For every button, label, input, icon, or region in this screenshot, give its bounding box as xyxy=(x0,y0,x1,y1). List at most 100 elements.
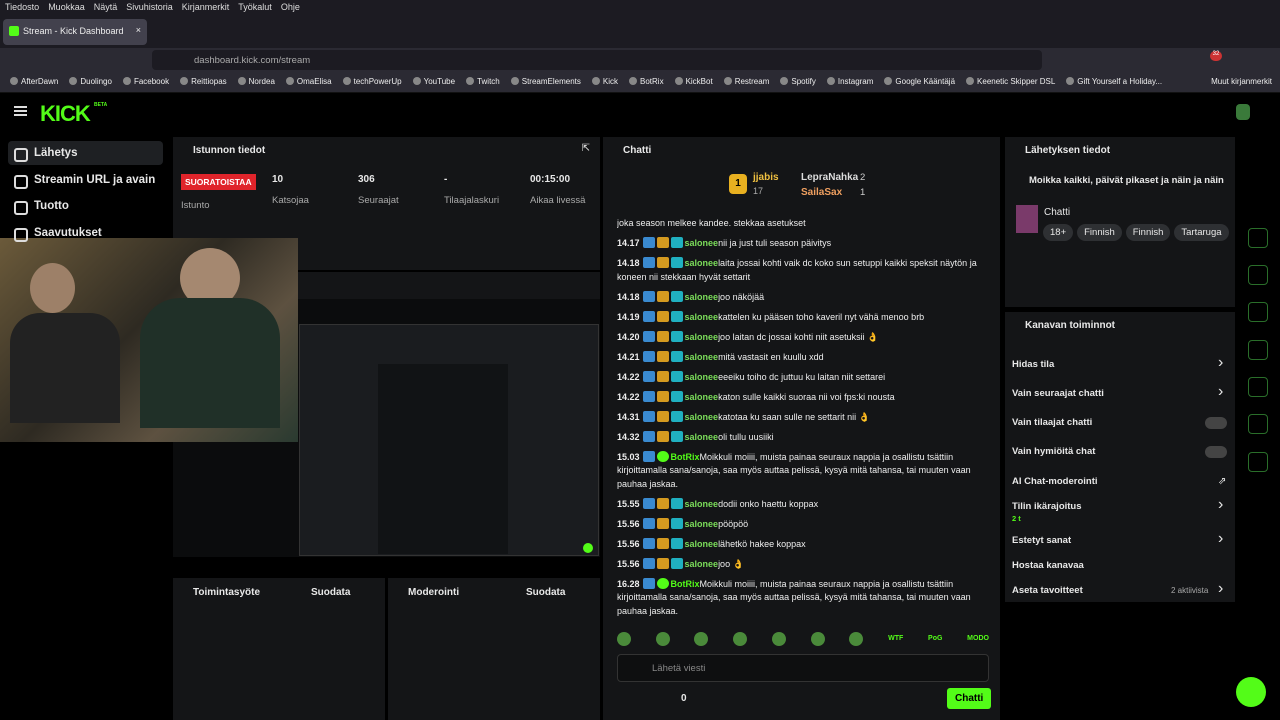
bookmark[interactable]: Facebook xyxy=(123,77,169,92)
rail-button[interactable] xyxy=(1248,177,1268,197)
message-time: 15.03 xyxy=(617,451,640,462)
chat-message: 15.55 saloneedodii onko haettu koppax xyxy=(617,497,987,512)
rail-button[interactable] xyxy=(1248,302,1268,322)
action-label[interactable]: Aseta tavoitteet xyxy=(1012,585,1083,596)
filter-button[interactable]: Suodata xyxy=(526,587,566,598)
bookmark[interactable]: Duolingo xyxy=(69,77,112,92)
bookmark[interactable]: Nordea xyxy=(238,77,275,92)
bookmark[interactable]: YouTube xyxy=(413,77,455,92)
message-text: oli tullu uusiiki xyxy=(718,431,774,442)
badge xyxy=(670,370,683,382)
rail-button[interactable] xyxy=(1248,142,1268,162)
emote[interactable] xyxy=(733,632,748,646)
menu-item[interactable]: Kirjanmerkit xyxy=(181,2,230,12)
tag[interactable]: Finnish xyxy=(1125,224,1171,241)
tag[interactable]: Tartaruga xyxy=(1174,224,1229,241)
action-status: 2 aktiivista xyxy=(1171,586,1209,595)
bookmark[interactable]: Keenetic Skipper DSL xyxy=(966,77,1055,92)
browser-tab[interactable]: Stream - Kick Dashboard × xyxy=(3,19,147,45)
bookmark[interactable]: OmaElisa xyxy=(286,77,332,92)
arrow-icon[interactable]: › xyxy=(1218,496,1224,513)
rail-button[interactable] xyxy=(1248,228,1268,248)
avatar[interactable] xyxy=(1236,104,1250,120)
sidebar-item[interactable]: Lähetys xyxy=(8,141,163,165)
toggle[interactable] xyxy=(1205,417,1227,429)
menu-item[interactable]: Muokkaa xyxy=(48,2,85,12)
badge xyxy=(670,497,683,509)
message-text: eeeiku toiho dc juttuu ku laitan niit se… xyxy=(718,371,886,382)
emote[interactable] xyxy=(810,632,825,646)
emote[interactable]: MODO xyxy=(967,635,989,642)
popout-icon[interactable]: ⇱ xyxy=(581,143,590,154)
rail-button[interactable] xyxy=(1248,489,1268,509)
send-button[interactable]: Chatti xyxy=(947,688,992,709)
badge xyxy=(656,290,669,302)
arrow-icon[interactable]: › xyxy=(1218,383,1224,400)
other-bookmarks[interactable]: Muut kirjanmerkit xyxy=(1211,77,1272,86)
emote[interactable]: PoG xyxy=(928,635,943,642)
action-label[interactable]: Vain tilaajat chatti xyxy=(1012,417,1093,428)
tag[interactable]: Finnish xyxy=(1077,224,1122,241)
emote[interactable] xyxy=(617,632,631,646)
action-label[interactable]: AI Chat-moderointi xyxy=(1012,476,1098,487)
menu-item[interactable]: Tiedosto xyxy=(5,2,40,12)
badge xyxy=(670,257,683,268)
menu-button[interactable] xyxy=(14,106,27,116)
bookmark[interactable]: Twitch xyxy=(466,77,500,92)
bookmark[interactable]: Kick xyxy=(592,77,618,92)
toggle[interactable] xyxy=(1205,446,1227,458)
message-text: joo näköjää xyxy=(718,291,765,302)
rail-button[interactable] xyxy=(1248,452,1268,472)
rail-button[interactable] xyxy=(1248,340,1268,360)
menu-item[interactable]: Ohje xyxy=(280,2,300,12)
rail-button[interactable] xyxy=(1248,414,1268,434)
tag[interactable]: 18+ xyxy=(1043,224,1074,241)
menu-item[interactable]: Sivuhistoria xyxy=(126,2,173,12)
menu-bar: Tiedosto Muokkaa Näytä Sivuhistoria Kirjanme… xyxy=(0,0,1280,15)
bookmark[interactable]: Gift Yourself a Holiday... xyxy=(1066,77,1162,92)
emote[interactable] xyxy=(694,632,709,646)
bookmark[interactable]: Google Kääntäjä xyxy=(884,77,955,92)
arrow-icon[interactable]: › xyxy=(1218,580,1224,597)
emote[interactable] xyxy=(849,632,864,646)
help-button[interactable] xyxy=(1236,677,1266,707)
bookmark[interactable]: Restream xyxy=(724,77,770,92)
action-label[interactable]: Estetyt sanat xyxy=(1012,535,1072,546)
sidebar-item[interactable]: Saavutukset xyxy=(8,221,163,245)
arrow-icon[interactable]: › xyxy=(1218,354,1224,371)
external-icon[interactable]: ⇗ xyxy=(1218,476,1227,487)
address-bar[interactable]: dashboard.kick.com/stream xyxy=(152,50,1042,70)
rail-button[interactable] xyxy=(1248,265,1268,285)
tab-bar xyxy=(0,15,1280,48)
arrow-icon[interactable]: › xyxy=(1218,530,1224,547)
chat-input[interactable]: Lähetä viesti xyxy=(617,654,989,682)
logo[interactable]: KICK xyxy=(40,101,91,126)
bookmark[interactable]: Instagram xyxy=(827,77,874,92)
bookmark[interactable]: StreamElements xyxy=(511,77,581,92)
action-label[interactable]: Vain seuraajat chatti xyxy=(1012,388,1104,399)
message-time: 14.31 xyxy=(617,411,640,422)
bookmark[interactable]: KickBot xyxy=(675,77,713,92)
message-user: salonee xyxy=(684,411,719,422)
stream-info-panel: Lähetyksen tiedot Moikka kaikki, päivät … xyxy=(1005,137,1235,307)
rail-button[interactable] xyxy=(1248,377,1268,397)
filter-button[interactable]: Suodata xyxy=(311,587,351,598)
sidebar-item[interactable]: Tuotto xyxy=(8,194,163,218)
menu-item[interactable]: Näytä xyxy=(93,2,118,12)
bookmark[interactable]: BotRix xyxy=(629,77,664,92)
action-label[interactable]: Vain hymiöitä chat xyxy=(1012,446,1096,457)
emote[interactable]: WTF xyxy=(888,635,904,642)
bookmark[interactable]: Spotify xyxy=(780,77,815,92)
emote[interactable] xyxy=(771,632,786,646)
bookmark[interactable]: techPowerUp xyxy=(343,77,402,92)
chat-message: 14.18 saloneelaita jossai kohti vaik dc k… xyxy=(617,257,987,284)
message-user: salonee xyxy=(684,258,719,268)
emote[interactable] xyxy=(655,632,670,646)
action-label[interactable]: Tilin ikärajoitus xyxy=(1012,501,1082,512)
bookmark[interactable]: AfterDawn xyxy=(10,77,58,92)
action-label[interactable]: Hidas tila xyxy=(1012,359,1055,370)
action-label[interactable]: Hostaa kanavaa xyxy=(1012,560,1084,571)
sidebar-item[interactable]: Streamin URL ja avain xyxy=(8,168,163,192)
menu-item[interactable]: Työkalut xyxy=(238,2,272,12)
bookmark[interactable]: Reittiopas xyxy=(180,77,227,92)
